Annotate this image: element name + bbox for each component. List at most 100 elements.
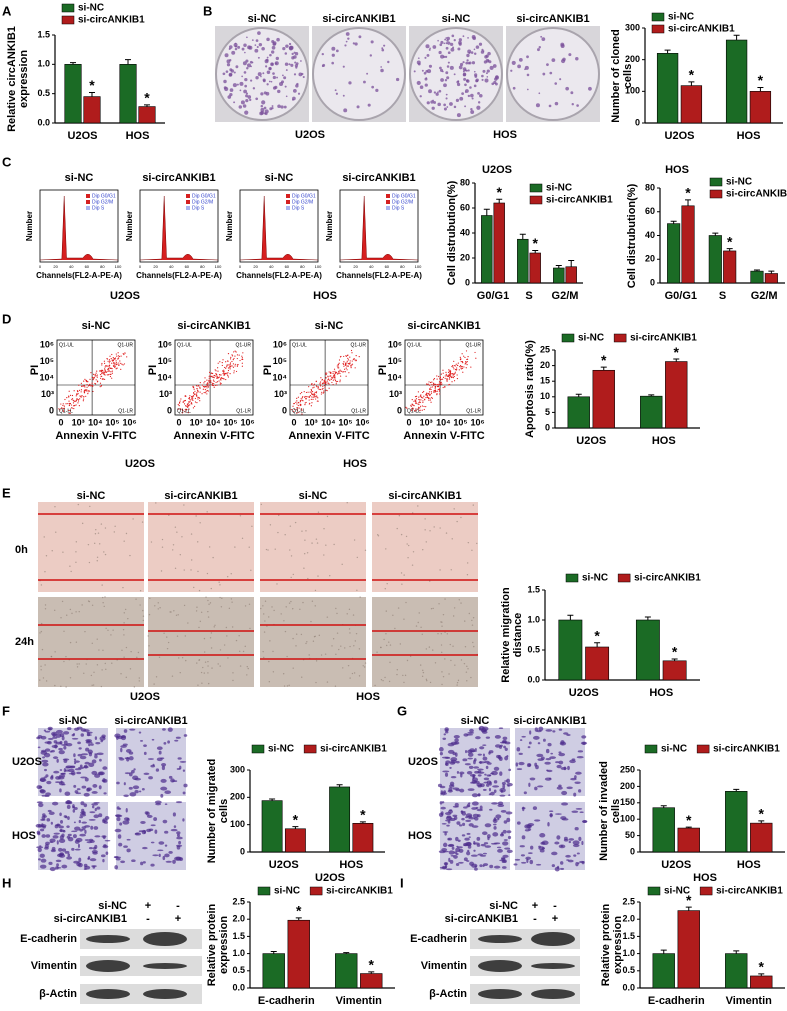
stained-cell [41, 759, 49, 763]
stained-cell [439, 801, 443, 805]
event [295, 401, 297, 403]
stained-cell [521, 835, 526, 840]
stained-cell [40, 858, 47, 863]
cell-speck [358, 675, 361, 677]
cell-speck [230, 572, 232, 575]
scratch-image [260, 597, 366, 687]
cell-speck [60, 617, 62, 619]
cell-speck [354, 640, 357, 642]
stained-cell [62, 758, 70, 761]
legend-key [309, 886, 323, 896]
colony [224, 53, 229, 58]
stained-cell [119, 822, 123, 826]
event [340, 375, 342, 377]
stained-cell [176, 833, 180, 838]
event [447, 375, 449, 378]
event [89, 383, 91, 385]
column-label: si-NC [248, 13, 277, 25]
stained-cell [148, 776, 153, 780]
significance-label: * [296, 903, 302, 919]
cell-speck [438, 603, 440, 605]
cell-speck [290, 555, 293, 557]
stained-cell [54, 744, 58, 749]
stained-cell [466, 832, 471, 835]
cell-speck [439, 527, 441, 529]
event [300, 408, 303, 410]
cell-speck [207, 616, 210, 618]
cell-speck [104, 596, 106, 598]
event [104, 374, 106, 376]
cell-speck [407, 557, 409, 559]
stained-cell [43, 768, 47, 772]
cell-speck [295, 645, 297, 647]
protein-label: β-Actin [39, 988, 77, 1000]
stained-cell [571, 810, 579, 813]
event [104, 371, 106, 374]
stained-cell [489, 864, 494, 869]
event [113, 363, 115, 365]
stained-cell [561, 802, 569, 806]
event [194, 405, 196, 407]
stained-cell [529, 730, 532, 735]
quadrant-label: Q1-LL [292, 408, 306, 414]
cell-speck [364, 549, 367, 552]
event [110, 358, 112, 360]
cell-speck [39, 632, 41, 634]
cell-speck [356, 556, 359, 559]
cell-speck [71, 612, 73, 615]
quadrant-label: Q1-LR [466, 408, 481, 414]
stained-cell [132, 785, 140, 790]
stained-cell [455, 760, 460, 764]
stained-cell [581, 735, 587, 739]
event [423, 390, 425, 393]
blot-band [143, 989, 187, 999]
event [115, 362, 118, 364]
event [296, 407, 299, 409]
event [101, 362, 103, 365]
colony [565, 86, 570, 91]
lane-mark: - [553, 900, 557, 912]
legend-label: si-circANKIB1 [320, 744, 387, 755]
event [422, 401, 424, 403]
cell-speck [166, 636, 168, 638]
cell-speck [122, 586, 124, 589]
event [106, 358, 109, 360]
colony [237, 45, 241, 49]
stained-cell [492, 785, 500, 788]
event [317, 386, 320, 388]
event [316, 396, 318, 398]
colony [262, 78, 266, 82]
cell-speck [466, 665, 468, 668]
stained-cell [465, 816, 469, 819]
event [426, 395, 429, 397]
cell-speck [81, 522, 84, 525]
event [436, 394, 438, 396]
colony [247, 95, 252, 99]
event [419, 407, 421, 409]
stained-cell [128, 756, 134, 761]
colony [233, 101, 236, 104]
stained-cell [165, 860, 173, 863]
stained-cell [536, 753, 544, 758]
event [229, 365, 231, 367]
cell-speck [207, 682, 210, 685]
histogram-legend-key [186, 200, 190, 204]
stained-cell [496, 846, 502, 849]
x-tick-label: HOS [737, 130, 761, 142]
bar [662, 660, 687, 681]
cell-speck [178, 657, 180, 659]
stained-cell [83, 863, 88, 868]
event [351, 364, 353, 366]
event [210, 381, 212, 383]
cell-speck [103, 605, 105, 608]
colony [478, 42, 483, 46]
colony [481, 48, 484, 51]
event [334, 371, 336, 374]
blot-band [143, 932, 187, 946]
y-tick-label: 200 [230, 792, 245, 802]
cell-speck [332, 638, 335, 640]
colony [247, 45, 251, 50]
event [77, 402, 79, 404]
event [108, 370, 110, 372]
cell-speck [54, 651, 56, 653]
